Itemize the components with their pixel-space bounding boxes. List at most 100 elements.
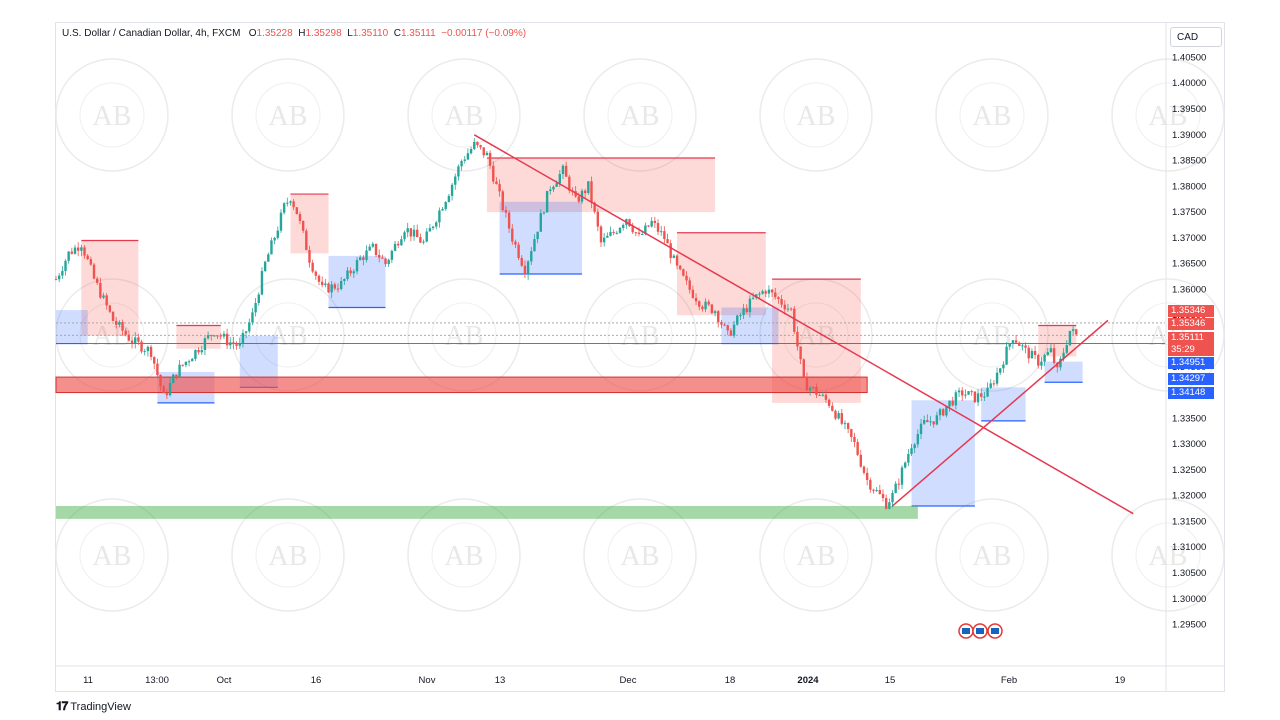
candle-body: [983, 396, 986, 398]
candle-body: [663, 231, 666, 240]
watermark-ring: [1111, 498, 1225, 612]
candle-body: [390, 250, 394, 260]
watermark-ring: [1135, 522, 1201, 588]
price-tag: 1.34297: [1168, 373, 1214, 385]
watermark-text: AB: [973, 541, 1012, 572]
candle-body: [583, 190, 587, 194]
candle-body: [248, 322, 251, 332]
candle-body: [789, 308, 793, 310]
resistance-zone: [55, 376, 868, 394]
candle-body: [343, 279, 346, 282]
watermark-ring: [407, 58, 521, 172]
supply-zone: [81, 240, 139, 336]
candle-body: [1040, 361, 1043, 366]
candle-body: [843, 423, 847, 425]
demand-zone: [1044, 361, 1083, 383]
price-axis-label: 1.37000: [1172, 233, 1206, 244]
candle-body: [793, 308, 796, 332]
tradingview-branding[interactable]: 𝟏𝟕 TradingView: [56, 699, 131, 714]
candle-body: [181, 364, 184, 366]
candle-body: [777, 297, 780, 300]
candle-body: [279, 212, 283, 231]
symbol-label[interactable]: U.S. Dollar / Canadian Dollar, 4h, FXCM: [62, 28, 241, 39]
candle-body: [606, 235, 609, 238]
candle-body: [89, 259, 93, 265]
candle-body: [533, 239, 536, 252]
candle-body: [488, 152, 492, 166]
candle-body: [263, 261, 267, 271]
candle-body: [501, 191, 504, 211]
candle-body: [1059, 358, 1062, 368]
candle-body: [976, 393, 980, 403]
candle-body: [713, 311, 717, 314]
candle-body: [999, 368, 1002, 373]
ohlc-legend: U.S. Dollar / Canadian Dollar, 4h, FXCM …: [62, 28, 526, 39]
candle-body: [770, 289, 774, 293]
watermark-ring: [255, 522, 321, 588]
candle-body: [384, 258, 387, 265]
supply-zone: [677, 232, 766, 316]
watermark-ring: [407, 498, 521, 612]
candle-body: [799, 346, 802, 360]
candle-body: [115, 320, 118, 325]
candle-body: [859, 454, 863, 467]
candle-body: [707, 301, 710, 305]
candle-body: [653, 220, 657, 224]
candle-body: [504, 210, 508, 213]
time-axis-label: Feb: [1001, 675, 1017, 686]
watermark-ring: [1135, 82, 1201, 148]
candle-body: [1027, 347, 1030, 359]
candle-body: [935, 415, 939, 425]
candle-body: [596, 211, 600, 227]
candle-body: [761, 291, 764, 294]
candle-body: [67, 251, 70, 261]
candle-body: [76, 247, 80, 251]
candle-body: [679, 265, 682, 270]
candle-body: [970, 391, 973, 393]
candle-body: [552, 186, 555, 190]
candle-body: [672, 255, 676, 258]
candle-body: [1071, 329, 1075, 331]
candle-body: [780, 299, 783, 305]
watermark-text: AB: [1149, 541, 1188, 572]
watermark-text: AB: [797, 541, 836, 572]
price-axis-label: 1.30000: [1172, 594, 1206, 605]
candle-body: [666, 239, 669, 244]
candle-body: [764, 291, 767, 294]
high-value: 1.35298: [305, 28, 342, 39]
candle-body: [431, 226, 435, 229]
candle-body: [377, 254, 381, 258]
candle-body: [1043, 354, 1046, 362]
candle-body: [260, 270, 264, 295]
candle-body: [669, 243, 672, 258]
candle-body: [1052, 348, 1056, 363]
candle-body: [808, 387, 812, 391]
candle-body: [485, 152, 489, 156]
candle-body: [564, 165, 568, 177]
candle-body: [1021, 345, 1024, 347]
watermark-ring: [959, 522, 1025, 588]
candle-body: [210, 335, 213, 337]
candle-body: [659, 231, 663, 233]
candle-body: [682, 269, 685, 276]
candle-body: [989, 383, 992, 388]
candle-body: [739, 315, 742, 317]
candle-body: [241, 332, 245, 343]
candle-body: [1049, 348, 1053, 353]
candle-body: [422, 241, 425, 243]
candle-body: [618, 227, 622, 233]
candle-body: [425, 231, 428, 242]
candle-body: [704, 301, 707, 310]
candle-body: [324, 283, 327, 286]
candle-body: [688, 280, 691, 290]
price-axis-label: 1.38500: [1172, 156, 1206, 167]
candle-body: [878, 490, 882, 495]
currency-button[interactable]: CAD: [1170, 27, 1222, 47]
candle-body: [219, 335, 222, 337]
watermark-ring: [79, 82, 145, 148]
candle-body: [710, 304, 714, 314]
candle-body: [514, 241, 517, 245]
candle-body: [251, 312, 254, 323]
price-axis-label: 1.38000: [1172, 181, 1206, 192]
